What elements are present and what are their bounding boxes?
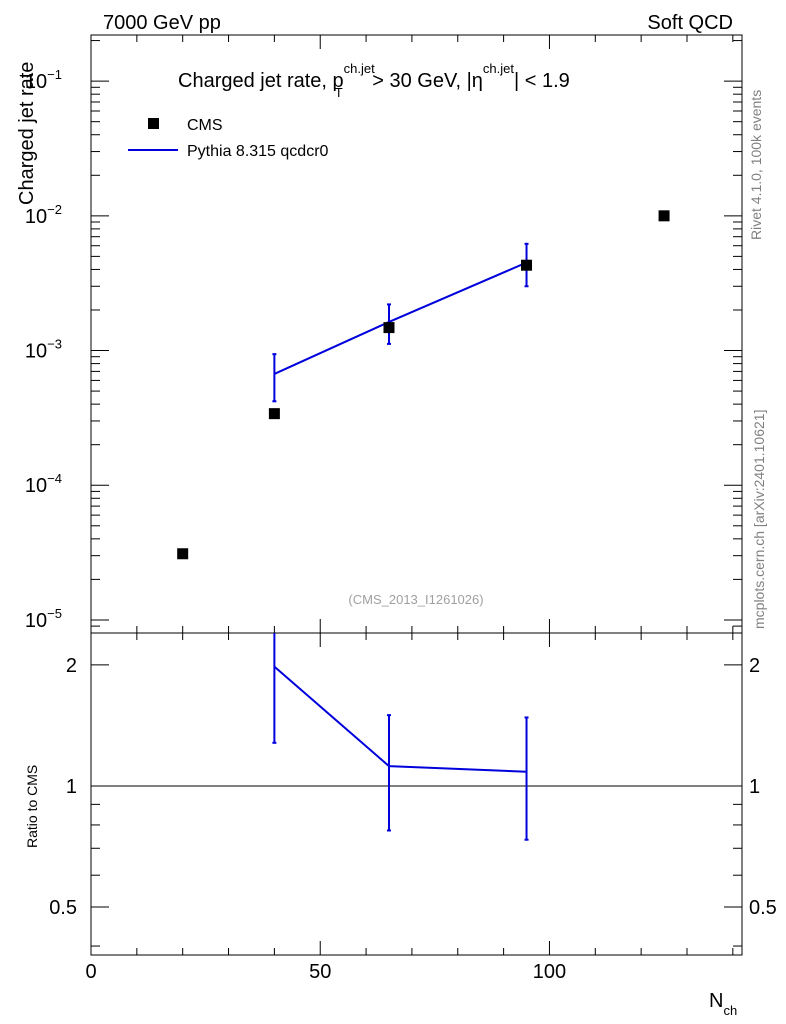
rivet-label: Rivet 4.1.0, 100k events <box>748 90 764 240</box>
legend-cms-marker <box>148 118 159 129</box>
x-axis-label: Nch <box>709 990 737 1018</box>
ratio-tick-label-right: 2 <box>749 655 760 677</box>
ratio-y-axis-label: Ratio to CMS <box>24 765 40 848</box>
y-tick-label: 10−1 <box>25 67 62 93</box>
cms-data-point <box>177 548 189 560</box>
y-tick-label: 10−3 <box>25 337 62 363</box>
ratio-pythia-line <box>273 665 527 773</box>
legend-cms-label: CMS <box>187 117 223 134</box>
legend-pythia-label: Pythia 8.315 qcdcr0 <box>187 143 329 160</box>
chart-title: Charged jet rate, pch.jet T > 30 GeV, |ηc… <box>178 61 570 100</box>
y-tick-label: 10−2 <box>25 202 62 228</box>
main-axis-ticks: 10−1 10−2 10−3 10−4 10−5 <box>25 35 742 634</box>
ratio-tick-label: 1 <box>66 776 77 798</box>
cms-data-point <box>268 408 280 420</box>
y-axis-label: Charged jet rate <box>16 62 38 205</box>
pythia-series <box>272 242 529 403</box>
ratio-tick-label: 2 <box>66 655 77 677</box>
mcplots-label: mcplots.cern.ch [arXiv:2401.10621] <box>751 410 767 629</box>
ratio-plot-frame <box>90 632 743 956</box>
cms-series <box>177 210 670 560</box>
cms-data-point <box>383 322 395 334</box>
cms-data-point <box>658 210 670 222</box>
x-tick-label: 100 <box>533 961 566 983</box>
y-tick-label: 10−5 <box>25 606 62 632</box>
category-label: Soft QCD <box>647 12 733 34</box>
ratio-tick-label-right: 0.5 <box>749 897 777 919</box>
ratio-tick-label-right: 1 <box>749 776 760 798</box>
ratio-series <box>91 633 742 841</box>
ratio-tick-label: 0.5 <box>49 897 77 919</box>
x-tick-label: 50 <box>309 961 331 983</box>
ratio-axis-ticks: 0 50 100 2 2 1 1 0.5 0.5 <box>49 633 777 983</box>
energy-label: 7000 GeV pp <box>103 12 221 34</box>
pythia-line <box>273 261 527 375</box>
analysis-label: (CMS_2013_I1261026) <box>348 592 483 607</box>
y-tick-label: 10−4 <box>25 471 62 497</box>
cms-data-point <box>521 259 533 271</box>
x-tick-label: 0 <box>85 961 96 983</box>
